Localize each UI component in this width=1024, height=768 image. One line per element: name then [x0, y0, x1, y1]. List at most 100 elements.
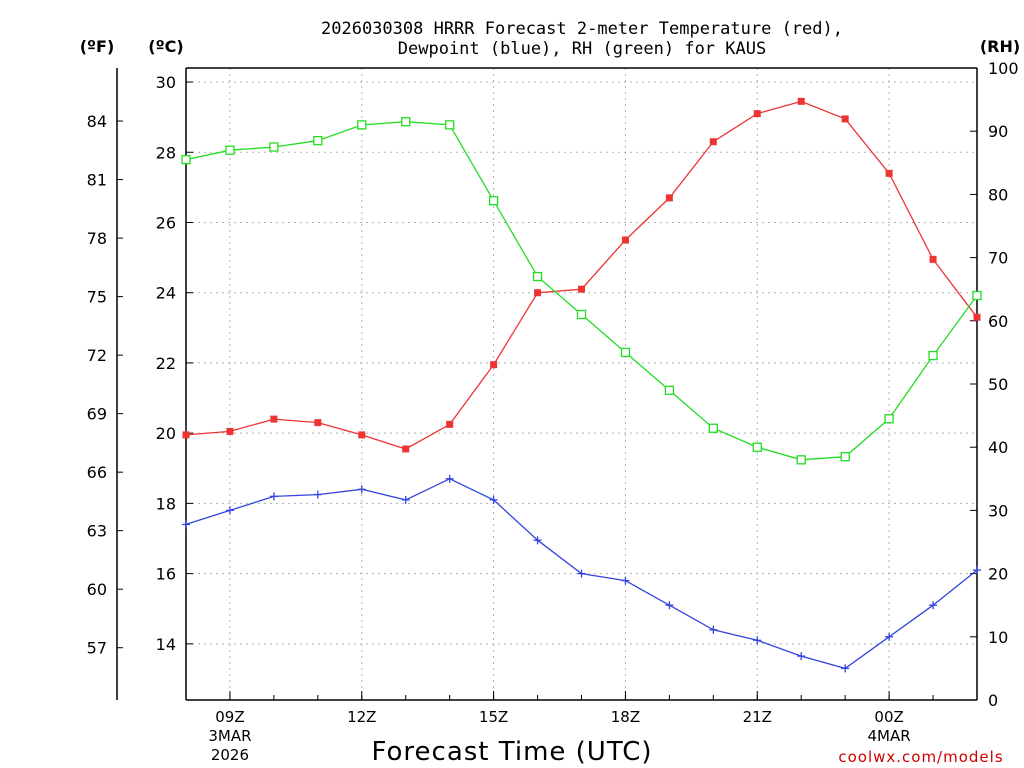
rh-tick-label: 20: [988, 565, 1008, 584]
x-tick-label: 15Z: [479, 708, 508, 726]
celsius-tick-label: 30: [156, 73, 176, 92]
x-tick-label: 09Z: [215, 708, 244, 726]
rh-point: [796, 455, 806, 465]
dewpoint-point: [973, 566, 981, 575]
dewpoint-point: [841, 664, 850, 673]
temperature-point: [841, 115, 849, 123]
temperature-point: [270, 415, 278, 423]
dewpoint-point: [269, 492, 278, 501]
dewpoint-point: [533, 536, 542, 545]
credit-label: coolwx.com/models: [838, 748, 1003, 766]
rh-point: [313, 136, 323, 146]
dewpoint-point: [753, 636, 762, 645]
dewpoint-point: [357, 485, 366, 494]
rh-point: [576, 309, 587, 320]
temperature-point: [534, 289, 542, 297]
dewpoint-point: [445, 474, 454, 483]
rh-point: [269, 142, 279, 152]
temperature-point: [490, 361, 498, 369]
rh-tick-label: 0: [988, 691, 998, 710]
rh-point: [664, 385, 675, 395]
rh-point: [225, 145, 235, 155]
celsius-unit-label: (ºC): [148, 37, 183, 56]
rh-tick-label: 100: [988, 59, 1019, 78]
fahrenheit-tick-label: 63: [87, 522, 107, 541]
celsius-tick-label: 26: [156, 213, 176, 232]
temperature-point: [182, 431, 190, 439]
fahrenheit-unit-label: (ºF): [80, 37, 115, 56]
rh-point: [445, 120, 455, 130]
rh-point: [752, 442, 762, 452]
dewpoint-point: [885, 632, 894, 641]
temperature-point: [797, 97, 805, 105]
temperature-point: [446, 420, 454, 428]
temperature-point: [358, 431, 366, 439]
fahrenheit-tick-label: 81: [87, 171, 107, 190]
temperature-point: [929, 255, 937, 263]
x-tick-label: 21Z: [743, 708, 772, 726]
x-tick-label: 12Z: [347, 708, 376, 726]
grid-lines: [186, 68, 977, 700]
dewpoint-point: [182, 520, 190, 529]
temperature-point: [314, 419, 322, 427]
celsius-tick-label: 24: [156, 284, 176, 303]
temperature-line: [185, 100, 978, 450]
rh-point: [488, 196, 499, 206]
rh-point: [181, 154, 191, 165]
dewpoint-point: [577, 569, 586, 578]
celsius-tick-label: 20: [156, 424, 176, 443]
rh-point: [840, 452, 850, 462]
x-tick-date-label: 3MAR: [208, 727, 251, 745]
dewpoint-point: [621, 576, 630, 585]
x-axis-title: Forecast Time (UTC): [371, 737, 652, 767]
rh-unit-label: (RH): [980, 37, 1020, 56]
x-tick-date-label: 4MAR: [868, 727, 911, 745]
temperature-point: [753, 110, 761, 118]
rh-tick-label: 70: [988, 249, 1008, 268]
x-tick-year-label: 2026: [211, 746, 249, 764]
fahrenheit-tick-label: 72: [87, 346, 107, 365]
rh-tick-label: 80: [988, 185, 1008, 204]
temperature-point: [973, 313, 981, 321]
celsius-tick-label: 22: [156, 354, 176, 373]
rh-tick-label: 40: [988, 438, 1008, 457]
fahrenheit-tick-label: 75: [87, 288, 107, 307]
rh-point: [357, 120, 367, 130]
temperature-point: [402, 445, 410, 453]
temperature-point: [578, 285, 585, 293]
fahrenheit-tick-label: 60: [87, 580, 107, 599]
fahrenheit-tick-label: 69: [87, 405, 107, 424]
rh-tick-label: 30: [988, 501, 1008, 520]
dewpoint-point: [489, 495, 498, 504]
rh-point: [708, 423, 718, 433]
rh-tick-label: 10: [988, 628, 1008, 647]
fahrenheit-tick-label: 78: [87, 229, 107, 248]
x-tick-label: 18Z: [611, 708, 640, 726]
rh-tick-label: 50: [988, 375, 1008, 394]
temperature-point: [885, 169, 893, 177]
x-tick-label: 00Z: [874, 708, 903, 726]
rh-point: [401, 117, 411, 127]
rh-point: [532, 271, 543, 282]
temperature-point: [665, 194, 673, 202]
chart-title-line2: Dewpoint (blue), RH (green) for KAUS: [398, 39, 766, 59]
dewpoint-point: [401, 495, 410, 504]
temperature-point: [621, 236, 629, 244]
celsius-tick-label: 28: [156, 143, 176, 162]
fahrenheit-tick-label: 66: [87, 463, 107, 482]
data-series: [181, 97, 982, 673]
rh-tick-label: 90: [988, 122, 1008, 141]
dewpoint-point: [709, 625, 718, 634]
dewpoint-point: [313, 490, 322, 499]
axes: 14 16 18 20 22 24 26 28 30 57 60 63 66 69 72 75 78 81 84 0 1…: [87, 59, 1019, 764]
fahrenheit-tick-label: 84: [87, 112, 107, 131]
dewpoint-point: [665, 601, 674, 610]
dewpoint-point: [929, 601, 938, 610]
dewpoint-point: [225, 506, 234, 515]
celsius-tick-label: 16: [156, 565, 176, 584]
celsius-tick-label: 14: [156, 635, 176, 654]
dewpoint-point: [797, 652, 806, 661]
rh-tick-label: 60: [988, 312, 1008, 331]
temperature-point: [226, 427, 234, 435]
